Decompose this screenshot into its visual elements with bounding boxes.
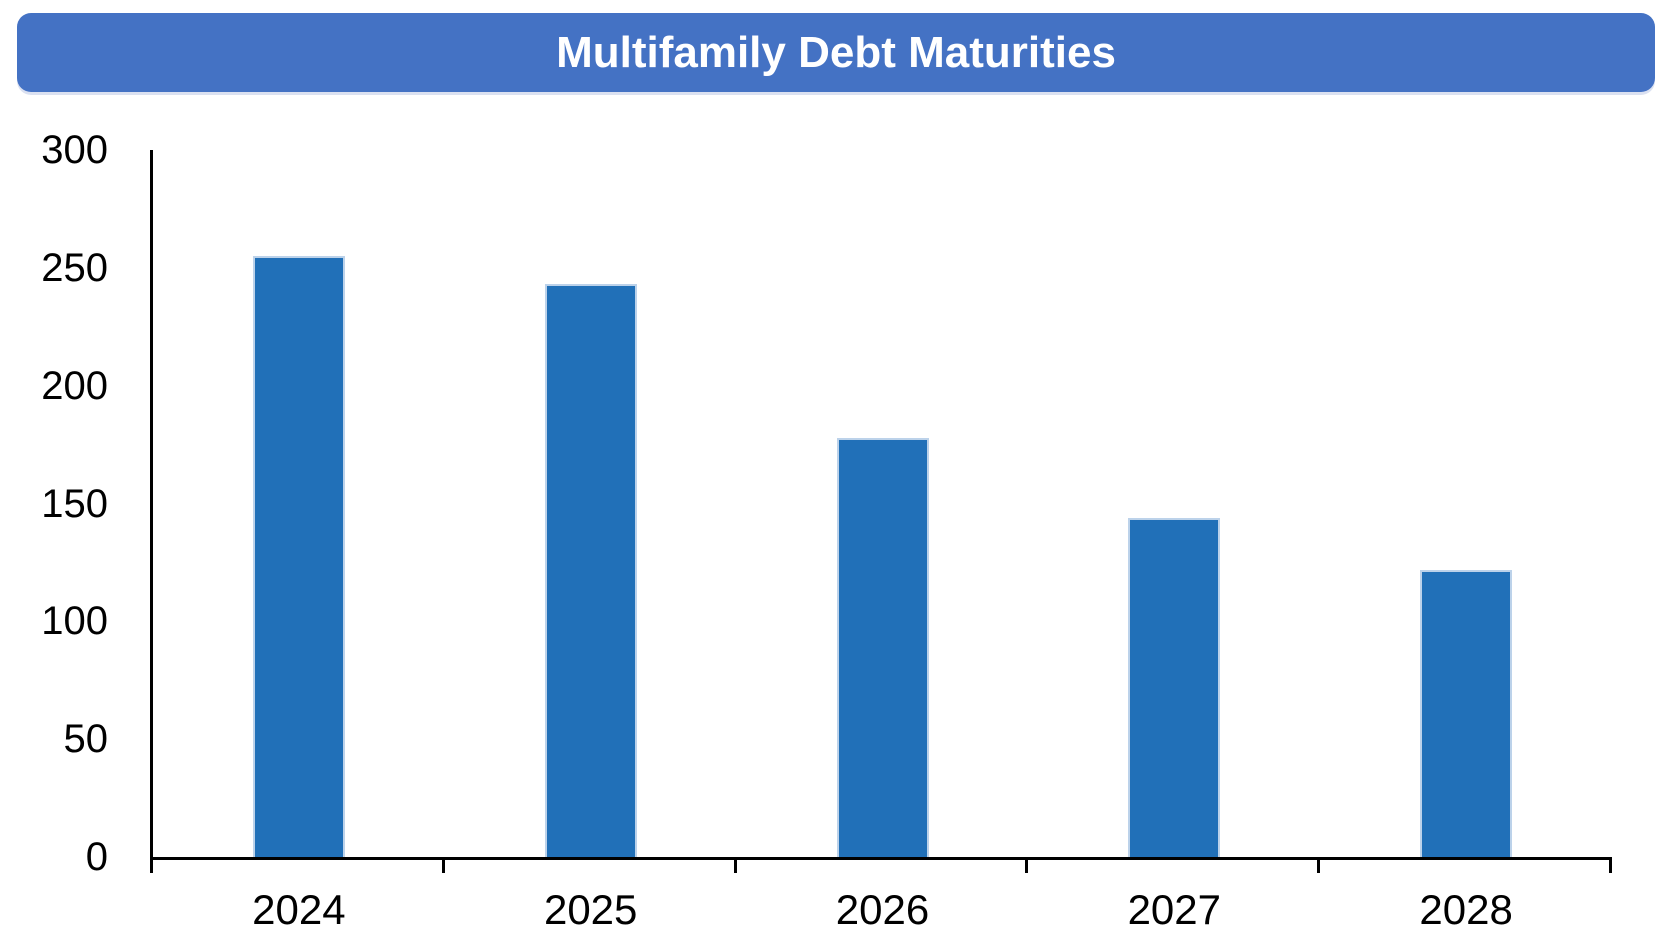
y-tick-label-300: 300 xyxy=(41,128,108,172)
x-tick-label-2025: 2025 xyxy=(543,886,638,933)
bar-2028 xyxy=(1420,569,1513,857)
chart-title-banner: Multifamily Debt Maturities xyxy=(17,13,1655,92)
x-axis-tick xyxy=(150,857,153,873)
x-tick-label-2024: 2024 xyxy=(252,886,346,933)
plot-area xyxy=(150,150,1612,860)
bar-2027 xyxy=(1128,517,1221,857)
y-tick-label-150: 150 xyxy=(41,481,108,526)
x-axis-tick xyxy=(441,857,445,873)
y-tick-label-0: 0 xyxy=(85,835,108,879)
y-tick-label-250: 250 xyxy=(41,245,108,290)
x-tick-label-2028: 2028 xyxy=(1419,886,1513,933)
chart-title: Multifamily Debt Maturities xyxy=(556,27,1116,77)
x-tick-label-2027: 2027 xyxy=(1127,886,1222,933)
x-tick-label-2026: 2026 xyxy=(835,886,930,933)
bar-2026 xyxy=(836,437,929,857)
y-tick-label-100: 100 xyxy=(41,599,108,644)
x-axis-tick xyxy=(1609,857,1612,873)
x-axis-tick xyxy=(1025,857,1029,873)
bar-2025 xyxy=(544,284,637,857)
x-axis-tick xyxy=(1317,857,1321,873)
y-tick-label-200: 200 xyxy=(41,363,108,408)
x-axis-tick xyxy=(733,857,737,873)
y-tick-label-50: 50 xyxy=(63,717,109,762)
bar-2024 xyxy=(252,256,345,857)
